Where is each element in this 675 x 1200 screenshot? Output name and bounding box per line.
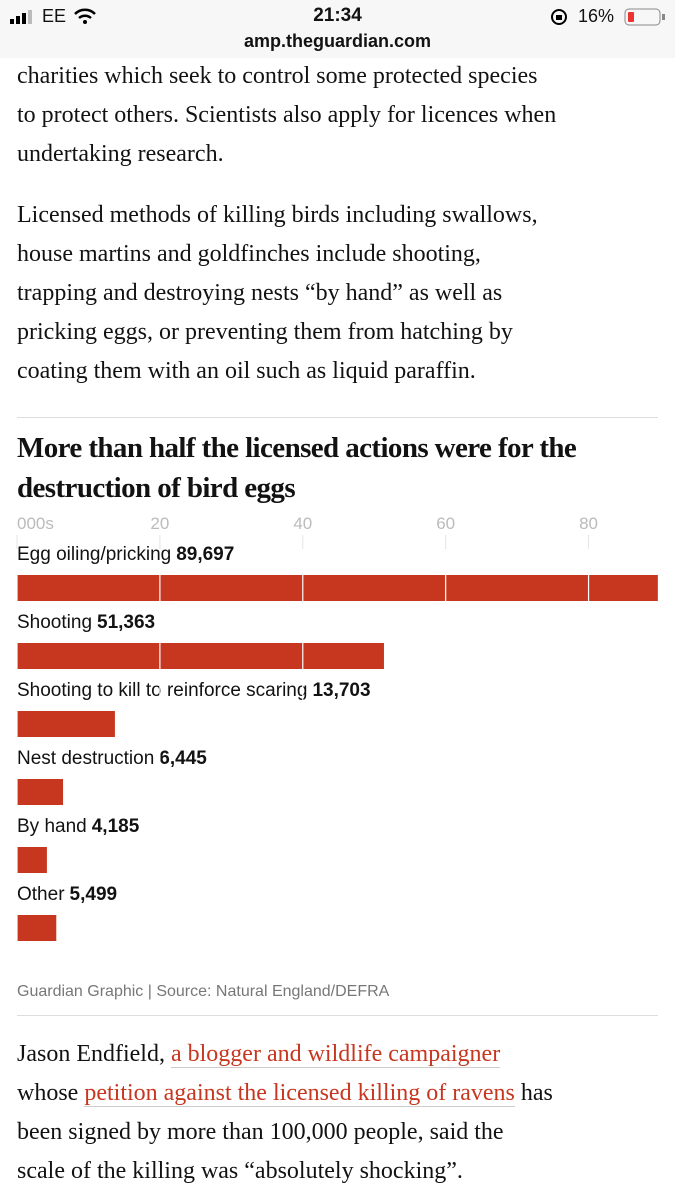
wifi-icon [74,8,96,24]
category-label: By hand 4,185 [17,816,140,837]
paragraph: Licensed methods of killing birds includ… [17,196,538,391]
link[interactable]: a blogger and wildlife campaigner [170,1041,501,1068]
chart-title: More than half the licensed actions were… [17,432,577,504]
category-label: Shooting 51,363 [17,612,155,633]
clock: 21:34 [313,5,362,26]
value-label: 89,697 [176,544,234,565]
text: whose [17,1080,85,1106]
category-label: Shooting to kill to reinforce scaring 13,… [17,680,371,701]
lock-rotation-icon [551,9,567,25]
value-label: 51,363 [97,612,155,633]
chart-source: Guardian Graphic | Source: Natural Engla… [17,983,390,1000]
divider [17,1015,658,1016]
text-line: charities which seek to control some pro… [17,63,538,89]
x-tick-label: 40 [293,514,312,533]
text: Jason Endfield, [17,1041,171,1067]
bar [17,915,57,941]
text-line: Jason Endfield, a blogger and wildlife c… [17,1035,553,1074]
text-line: been signed by more than 100,000 people,… [17,1113,553,1152]
x-tick-label: 60 [436,514,455,533]
value-label: 4,185 [92,816,140,837]
paragraph: Jason Endfield, a blogger and wildlife c… [17,1035,553,1191]
category-label: Other 5,499 [17,884,117,905]
text-line: house martins and goldfinches include sh… [17,241,481,267]
category-label: Nest destruction 6,445 [17,748,207,769]
signal-icon [10,10,32,24]
text-line: scale of the killing was “absolutely sho… [17,1152,553,1191]
bar [17,711,115,737]
text-line: coating them with an oil such as liquid … [17,358,476,384]
text-line: undertaking research. [17,141,224,167]
category-name: By hand [17,816,87,837]
carrier: EE [42,6,67,26]
bar [17,779,64,805]
text-line: whose petition against the licensed kill… [17,1074,553,1113]
text-line: Licensed methods of killing birds includ… [17,202,538,228]
status-bar: EE 21:34 16% amp.theguardian.com [0,0,675,58]
category-name: Egg oiling/pricking [17,544,171,565]
value-label: 5,499 [70,884,118,905]
battery-percent: 16% [578,6,615,26]
text: been signed by more than 100,000 people,… [17,1119,504,1145]
battery-icon [624,8,665,26]
text-line: pricking eggs, or preventing them from h… [17,319,513,345]
url-bar[interactable]: amp.theguardian.com [0,31,675,52]
bar [17,643,384,669]
x-tick-label: 80 [579,514,598,533]
category-name: Shooting to kill to reinforce scaring [17,680,307,701]
url[interactable]: amp.theguardian.com [243,31,432,51]
text: scale of the killing was “absolutely sho… [17,1158,463,1184]
text-line: to protect others. Scientists also apply… [17,102,557,128]
category-name: Nest destruction [17,748,154,769]
value-label: 13,703 [312,680,370,701]
paragraph: charities which seek to control some pro… [17,57,556,174]
value-label: 6,445 [159,748,207,769]
category-name: Shooting [17,612,92,633]
x-tick-label: 20 [150,514,169,533]
category-name: Other [17,884,65,905]
link[interactable]: petition against the licensed killing of… [84,1080,515,1107]
x-tick-label: 000s [17,514,54,533]
bar [17,847,47,873]
bar [17,575,658,601]
text-line: trapping and destroying nests “by hand” … [17,280,503,306]
category-label: Egg oiling/pricking 89,697 [17,544,234,565]
text: has [514,1080,553,1106]
divider [17,417,658,418]
